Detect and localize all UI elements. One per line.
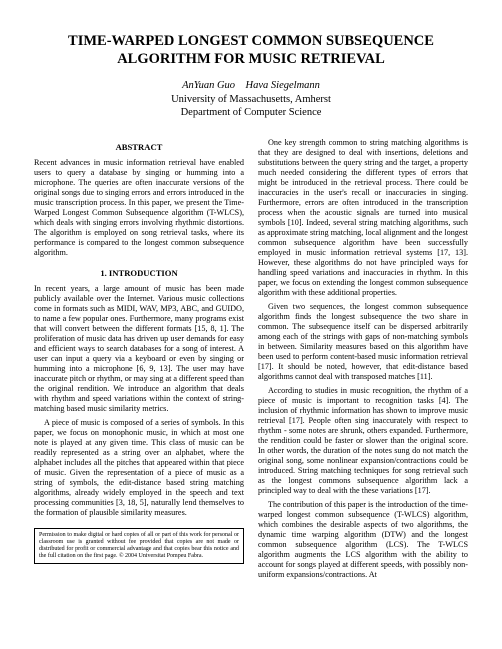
affiliation-line1: University of Massachusetts, Amherst [171,94,331,105]
affiliation: University of Massachusetts, Amherst Dep… [34,93,468,119]
abstract-text: Recent advances in music information ret… [34,158,244,258]
right-paragraph-3: According to studies in music recognitio… [258,386,468,496]
introduction-heading: 1. INTRODUCTION [34,268,244,278]
right-column: One key strength common to string matchi… [258,138,468,584]
intro-paragraph-2: A piece of music is composed of a series… [34,418,244,518]
intro-paragraph-1: In recent years, a large amount of music… [34,284,244,414]
affiliation-line2: Department of Computer Science [181,107,322,118]
right-paragraph-2: Given two sequences, the longest common … [258,302,468,382]
page: TIME-WARPED LONGEST COMMON SUBSEQUENCE A… [0,0,502,604]
left-column: ABSTRACT Recent advances in music inform… [34,138,244,584]
right-paragraph-4: The contribution of this paper is the in… [258,500,468,580]
right-paragraph-1: One key strength common to string matchi… [258,138,468,298]
permission-footnote: Permission to make digital or hard copie… [34,528,244,564]
paper-title: TIME-WARPED LONGEST COMMON SUBSEQUENCE A… [34,32,468,68]
authors-line: AnYuan Guo Hava Siegelmann [34,80,468,91]
two-column-body: ABSTRACT Recent advances in music inform… [34,138,468,584]
abstract-heading: ABSTRACT [34,142,244,152]
